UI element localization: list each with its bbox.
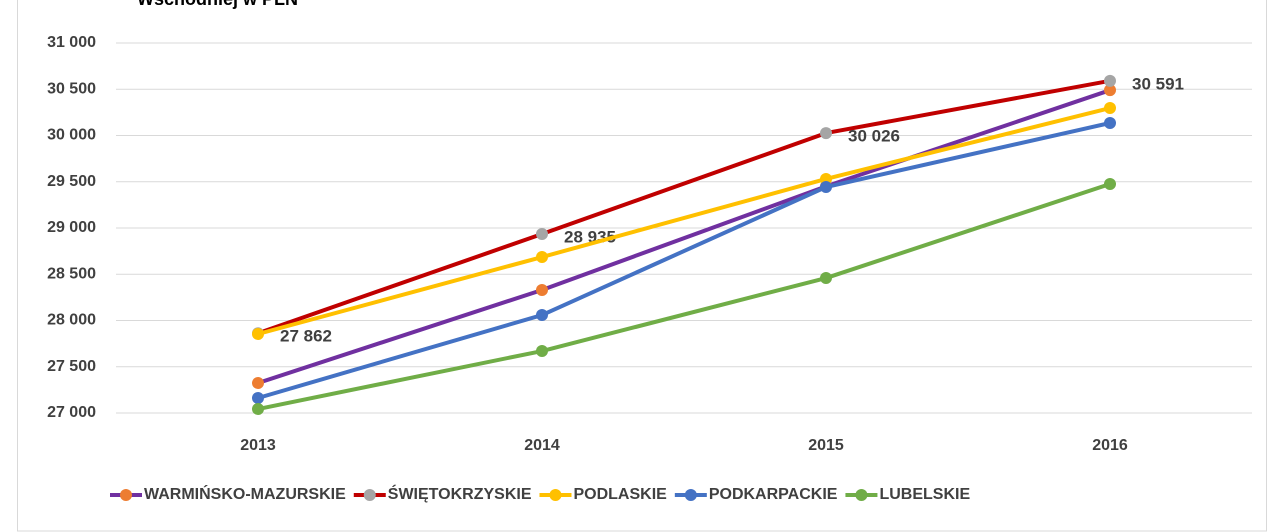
x-tick-label: 2015 — [808, 437, 844, 454]
data-point — [252, 377, 264, 390]
x-tick-label: 2014 — [524, 437, 560, 454]
legend-label: LUBELSKIE — [879, 486, 970, 503]
series-line — [257, 106, 1111, 336]
legend-marker — [684, 489, 697, 501]
chart-title: Wschodniej w PLN — [137, 0, 298, 9]
legend-label: WARMIŃSKO-MAZURSKIE — [144, 484, 346, 503]
y-tick-label: 28 000 — [47, 312, 96, 329]
y-tick-label: 30 500 — [47, 80, 96, 97]
y-tick-label: 29 000 — [47, 219, 96, 236]
data-point — [1104, 102, 1116, 115]
data-point — [536, 228, 548, 241]
data-point — [1104, 74, 1116, 87]
data-point — [536, 345, 548, 358]
data-label: 30 591 — [1132, 74, 1184, 93]
legend-marker — [120, 489, 132, 501]
data-point — [252, 328, 264, 341]
legend-marker — [549, 489, 562, 501]
y-tick-label: 28 500 — [47, 265, 96, 282]
series-line — [257, 182, 1111, 411]
legend-marker — [855, 489, 868, 501]
data-point — [820, 127, 832, 140]
data-point — [1104, 84, 1116, 97]
data-point — [1104, 117, 1116, 130]
data-point — [252, 392, 264, 405]
data-point — [1104, 177, 1116, 190]
chart-frame — [17, 0, 1267, 532]
x-tick-label: 2016 — [1092, 437, 1128, 454]
y-tick-label: 30 000 — [47, 127, 96, 144]
data-label: 27 862 — [280, 327, 332, 346]
y-tick-label: 27 500 — [47, 358, 96, 375]
data-point — [536, 251, 548, 264]
series-line — [257, 88, 1111, 385]
data-label: 30 026 — [848, 127, 900, 146]
legend-label: ŚWIĘTOKRZYSKIE — [388, 484, 532, 503]
data-point — [820, 272, 832, 285]
data-point — [536, 309, 548, 322]
legend-label: PODLASKIE — [573, 486, 667, 503]
legend-label: PODKARPACKIE — [709, 486, 838, 503]
x-tick-label: 2013 — [240, 437, 276, 454]
data-point — [820, 181, 832, 194]
data-point — [536, 283, 548, 296]
y-tick-label: 31 000 — [47, 34, 96, 51]
legend-marker — [363, 489, 376, 501]
y-tick-label: 29 500 — [47, 173, 96, 190]
data-point — [252, 403, 264, 416]
series-line — [257, 121, 1111, 400]
series-line — [257, 78, 1111, 336]
y-tick-label: 27 000 — [47, 404, 96, 421]
